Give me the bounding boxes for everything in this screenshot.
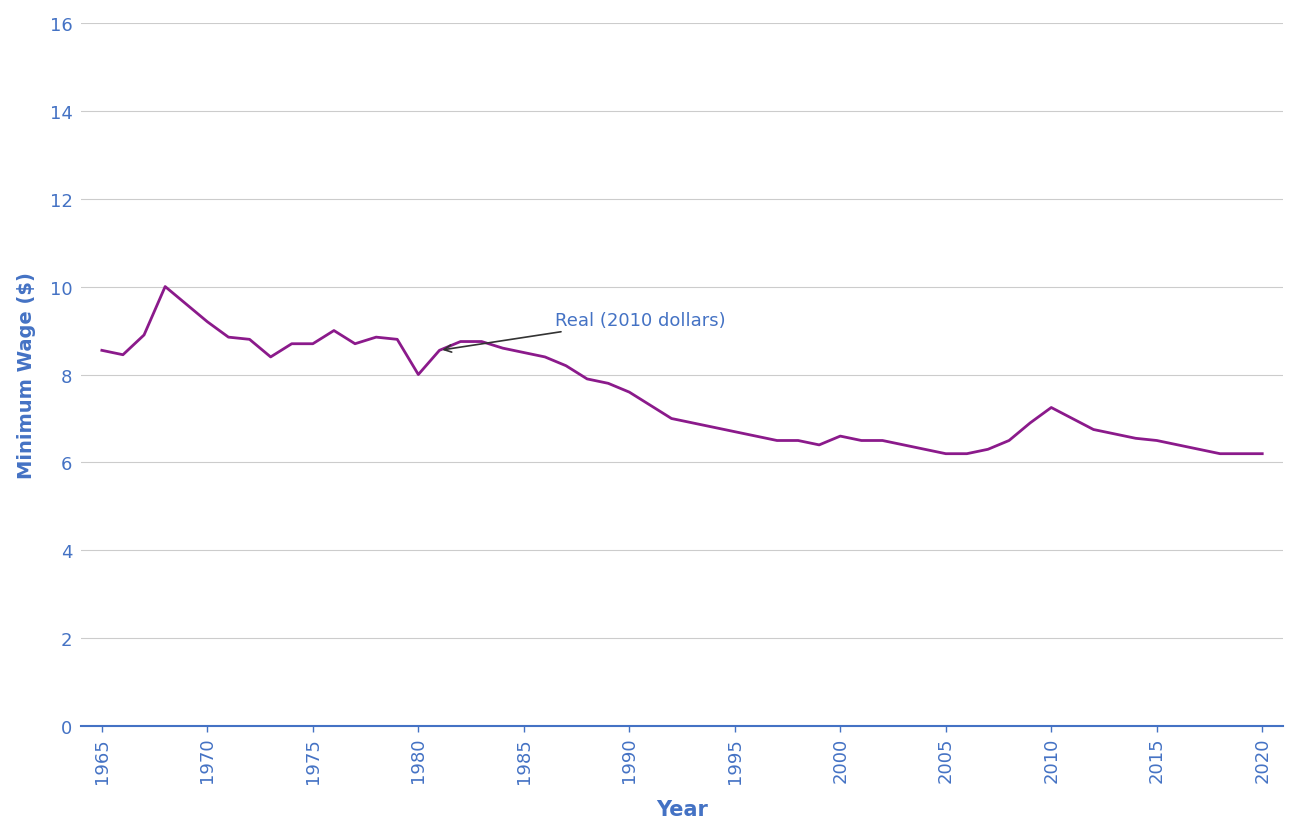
Y-axis label: Minimum Wage ($): Minimum Wage ($) [17, 272, 35, 478]
X-axis label: Year: Year [656, 799, 708, 819]
Text: Real (2010 dollars): Real (2010 dollars) [445, 311, 727, 353]
